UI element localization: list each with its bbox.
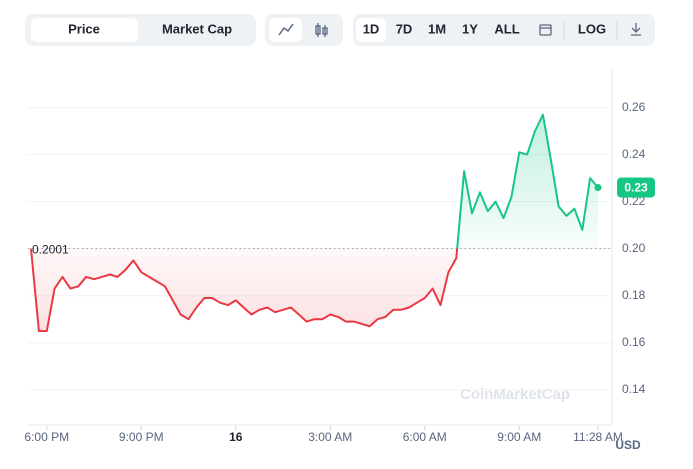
x-tick-label: 3:00 AM	[308, 430, 352, 444]
y-tick-label: 0.18	[622, 288, 646, 302]
candle-icon[interactable]	[315, 23, 328, 37]
x-tick-label: 6:00 AM	[403, 430, 447, 444]
tab-selected[interactable]	[31, 18, 138, 42]
range-button[interactable]: ALL	[494, 21, 519, 36]
y-tick-label: 0.24	[622, 147, 646, 161]
y-tick-label: 0.26	[622, 100, 646, 114]
range-button[interactable]: 1Y	[462, 21, 478, 36]
log-button[interactable]: LOG	[578, 21, 606, 36]
range-button[interactable]: 1D	[363, 21, 380, 36]
calendar-icon[interactable]	[539, 24, 552, 36]
line-icon	[278, 23, 294, 36]
tab[interactable]: Price	[68, 21, 100, 36]
range-button[interactable]: 7D	[396, 21, 413, 36]
line	[30, 113, 599, 332]
download-icon[interactable]	[631, 23, 641, 36]
x-tick-label: 9:00 AM	[497, 430, 541, 444]
y-tick-label: 0.16	[622, 335, 646, 349]
range-button[interactable]: 1M	[428, 21, 446, 36]
y-unit: USD	[615, 438, 641, 452]
last-point	[594, 184, 602, 192]
baseline-label: 0.2001	[32, 243, 69, 257]
x-tick-label: 11:28 AM	[573, 430, 623, 444]
price-tag-label: 0.23	[624, 181, 648, 195]
watermark: CoinMarketCap	[460, 386, 570, 403]
x-tick-label: 16	[229, 430, 243, 444]
area	[31, 114, 598, 331]
price-tag	[617, 177, 655, 198]
range-selected[interactable]	[356, 18, 386, 42]
x-tick-label: 9:00 PM	[119, 430, 164, 444]
tab[interactable]: Market Cap	[162, 21, 232, 36]
y-tick-label: 0.14	[622, 382, 646, 396]
x-tick-label: 6:00 PM	[24, 430, 69, 444]
y-tick-label: 0.20	[622, 241, 646, 255]
range-group	[353, 14, 655, 46]
